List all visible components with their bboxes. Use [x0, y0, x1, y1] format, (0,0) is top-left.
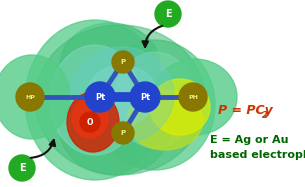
Ellipse shape — [115, 52, 195, 148]
Ellipse shape — [127, 90, 203, 150]
Circle shape — [130, 82, 160, 112]
Ellipse shape — [60, 23, 160, 107]
Circle shape — [155, 1, 181, 27]
Ellipse shape — [60, 85, 170, 175]
Ellipse shape — [35, 25, 205, 175]
Text: P: P — [120, 59, 126, 65]
Ellipse shape — [0, 55, 70, 139]
FancyArrowPatch shape — [31, 140, 55, 158]
Circle shape — [179, 83, 207, 111]
Text: E = Ag or Au: E = Ag or Au — [210, 135, 289, 145]
Ellipse shape — [25, 20, 165, 180]
Ellipse shape — [150, 79, 210, 135]
Text: P = PCy: P = PCy — [218, 103, 273, 117]
Circle shape — [112, 122, 134, 144]
Text: based electrophiles: based electrophiles — [210, 150, 305, 160]
Text: PH: PH — [188, 94, 198, 99]
Ellipse shape — [67, 92, 119, 152]
Text: O: O — [87, 117, 93, 126]
Circle shape — [85, 82, 115, 112]
FancyArrowPatch shape — [142, 26, 162, 47]
Text: Pt: Pt — [95, 93, 105, 102]
Text: P: P — [120, 130, 126, 136]
Circle shape — [112, 51, 134, 73]
Ellipse shape — [153, 59, 237, 135]
Ellipse shape — [72, 98, 108, 138]
Text: E: E — [19, 163, 25, 173]
Circle shape — [80, 112, 100, 132]
Text: HP: HP — [25, 94, 35, 99]
Ellipse shape — [95, 40, 215, 170]
Ellipse shape — [50, 45, 140, 155]
Circle shape — [9, 155, 35, 181]
Text: 2: 2 — [262, 111, 268, 119]
Circle shape — [16, 83, 44, 111]
Text: Pt: Pt — [140, 93, 150, 102]
Text: E: E — [165, 9, 171, 19]
Ellipse shape — [87, 65, 157, 125]
Ellipse shape — [70, 47, 174, 143]
